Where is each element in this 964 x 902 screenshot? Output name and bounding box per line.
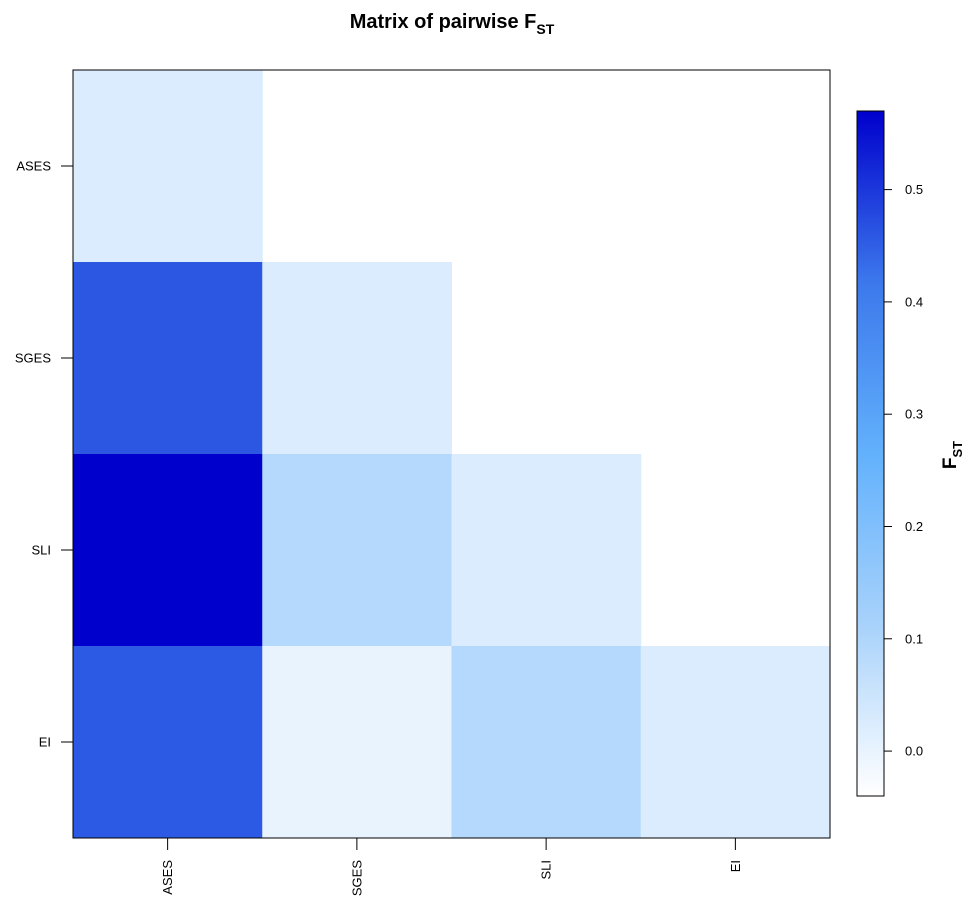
heatmap-cell-sli-sli (451, 454, 642, 647)
chart-title-subscript: ST (536, 21, 554, 37)
heatmap-cell-sli-sges (262, 454, 452, 647)
col-label-ases: ASES (160, 860, 175, 895)
row-label-sli: SLI (31, 543, 51, 558)
heatmap-cells (73, 70, 831, 839)
colorbar-tick-label-0: 0.0 (905, 744, 923, 759)
heatmap-cell-ei-ei (640, 646, 831, 839)
col-label-ei: EI (728, 860, 743, 872)
row-label-ases: ASES (16, 159, 51, 174)
chart-title-main: Matrix of pairwise F (350, 11, 537, 33)
colorbar-tick-label-1: 0.1 (905, 631, 923, 646)
plot-frame (72, 69, 831, 839)
heatmap-cell-ei-sli (451, 646, 642, 839)
row-axis: ASES SGES SLI EI (15, 159, 73, 750)
colorbar-tick-label-2: 0.2 (905, 519, 923, 534)
colorbar-tick-label-4: 0.4 (905, 294, 923, 309)
heatmap-cell-sges-sges (262, 262, 452, 455)
colorbar-label-main: F (940, 458, 961, 470)
chart-title: Matrix of pairwise FST (350, 11, 555, 37)
heatmap-cell-sges-ases (73, 262, 263, 455)
col-label-sges: SGES (349, 860, 364, 896)
heatmap-cell-ases-ases (73, 70, 263, 263)
row-label-sges: SGES (15, 351, 51, 366)
colorbar-tick-label-3: 0.3 (905, 407, 923, 422)
colorbar-ticks: 0.0 0.1 0.2 0.3 0.4 0.5 (884, 182, 923, 759)
colorbar-label: FST (940, 441, 964, 469)
col-axis: ASES SGES SLI EI (160, 838, 743, 896)
colorbar-label-subscript: ST (950, 441, 964, 458)
colorbar-tick-label-5: 0.5 (905, 182, 923, 197)
heatmap-cell-ei-ases (73, 646, 263, 839)
row-label-ei: EI (39, 735, 51, 750)
colorbar: 0.0 0.1 0.2 0.3 0.4 0.5 (856, 110, 923, 797)
colorbar-gradient (856, 110, 885, 797)
heatmap-cell-ei-sges (262, 646, 452, 839)
col-label-sli: SLI (539, 860, 554, 880)
heatmap-cell-sli-ases (73, 454, 263, 647)
